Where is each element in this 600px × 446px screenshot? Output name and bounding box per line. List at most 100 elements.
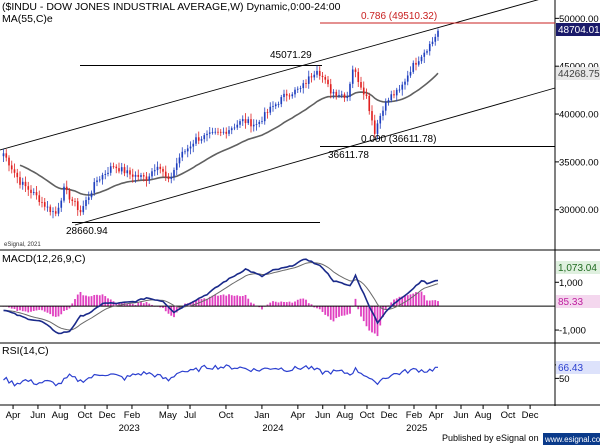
macd-hist-bar — [93, 295, 96, 307]
candle — [329, 78, 332, 99]
footer-text: Published by eSignal on — [442, 433, 539, 443]
macd-hist-bar — [217, 295, 219, 307]
candle — [109, 162, 112, 176]
macd-hist-bar — [16, 306, 19, 311]
candle — [189, 141, 192, 155]
x-month-label: Jun — [30, 410, 45, 421]
macd-hist-bar — [327, 306, 329, 317]
rsi-badge-text: 66.43 — [558, 363, 583, 374]
macd-hist-bar — [87, 296, 90, 307]
candle — [239, 118, 241, 128]
macd-hist-bar — [368, 306, 371, 331]
x-month-label: Oct — [501, 410, 516, 421]
macd-hist-bar — [162, 306, 164, 308]
macd-hist-bar — [189, 302, 192, 307]
macd-hist-bar — [71, 303, 74, 307]
macd-hist-bar — [118, 302, 120, 307]
macd-tick-label: -1,000 — [559, 326, 586, 337]
candle — [186, 144, 189, 158]
candle — [35, 185, 38, 200]
candle — [428, 41, 431, 56]
price-tick-label: 50000.00 — [559, 14, 599, 25]
macd-hist-bar — [313, 306, 316, 308]
x-month-label: Apr — [290, 410, 305, 421]
candle — [384, 98, 387, 116]
rsi-legend: RSI(14,C) — [2, 345, 49, 357]
macd-hist-bar — [90, 296, 93, 307]
candle — [173, 167, 175, 181]
macd-hist-bar — [244, 294, 247, 307]
candle — [409, 66, 412, 78]
macd-hist-bar — [252, 303, 255, 307]
candle — [134, 171, 137, 183]
macd-hist-bar — [208, 296, 211, 307]
macd-hist-bar — [371, 306, 373, 333]
fib-bottom-label: 0.000 (36611.78) — [361, 134, 436, 145]
macd-hist-bar — [200, 298, 203, 307]
candle — [393, 90, 395, 99]
candle — [280, 94, 283, 108]
candle — [351, 65, 354, 89]
candle — [332, 89, 335, 99]
macd-hist-bar — [52, 306, 54, 317]
candle — [195, 133, 197, 146]
macd-hist-bar — [203, 298, 206, 307]
candle — [101, 172, 104, 185]
macd-hist-bar — [101, 294, 104, 307]
macd-hist-bar — [32, 306, 35, 312]
price-badge-bg — [556, 23, 600, 36]
candle — [376, 119, 379, 140]
macd-hist-bar — [277, 302, 280, 307]
high-label: 45071.29 — [270, 50, 312, 61]
x-month-label: Apr — [429, 410, 444, 421]
candle — [41, 196, 43, 208]
candle — [404, 78, 406, 90]
horizontal-levels — [72, 22, 555, 224]
x-year-label: 2025 — [406, 423, 427, 434]
candle — [93, 178, 96, 196]
ma-badge-bg — [556, 67, 600, 80]
candle — [120, 162, 123, 175]
candle — [291, 92, 294, 99]
macd-hist-bar — [129, 303, 131, 307]
candle — [151, 168, 153, 180]
macd-axis-ticks: 1,000 -1,000 — [555, 278, 586, 337]
macd-hist-bar — [415, 292, 417, 307]
price-badge-text: 48704.01 — [558, 25, 600, 36]
candle — [90, 190, 93, 200]
macd-hist-bar — [74, 299, 76, 307]
candle — [316, 65, 318, 78]
macd-hist-bar — [98, 295, 101, 307]
macd-hist-bar — [398, 296, 401, 307]
macd-hist-bar — [417, 292, 420, 307]
candle — [21, 177, 24, 190]
macd-hist-bar — [192, 301, 195, 307]
macd-hist-bar — [302, 298, 305, 307]
candle — [30, 185, 32, 199]
rsi-badge: 66.43 — [556, 361, 600, 374]
candle — [208, 127, 211, 139]
macd-hist-bar — [318, 306, 321, 310]
macd-hist-bar — [390, 302, 393, 307]
macd-line — [3, 258, 439, 335]
x-month-label: Jul — [184, 410, 196, 421]
candle — [60, 197, 63, 212]
candle — [426, 49, 428, 55]
x-month-label: Feb — [406, 410, 422, 421]
macd-hist-bar — [211, 295, 214, 307]
macd-hist-bar — [159, 306, 162, 308]
trend-channel — [0, 0, 556, 226]
candle — [76, 198, 79, 216]
macd-hist-bar — [225, 295, 228, 307]
macd-hist-bar — [134, 304, 137, 307]
candle — [192, 139, 195, 153]
macd-hist-bar — [294, 301, 296, 307]
macd-hist-bar — [335, 306, 338, 319]
candle — [365, 88, 368, 99]
macd-hist-bar — [241, 295, 244, 307]
candle — [203, 132, 206, 143]
candle — [32, 188, 35, 196]
candle — [214, 127, 217, 135]
candle — [294, 87, 296, 98]
